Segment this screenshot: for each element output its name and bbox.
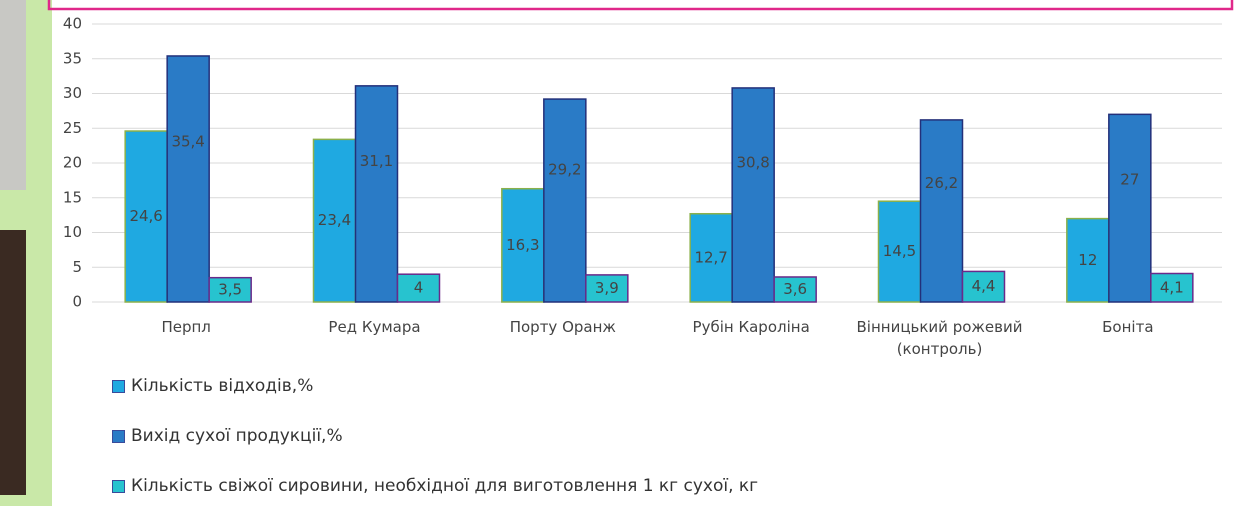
data-label: 3,6	[783, 280, 807, 298]
legend-label: Кількість свіжої сировини, необхідної дл…	[131, 476, 758, 496]
y-tick-label: 10	[63, 223, 82, 241]
page: 0 5 10 15 20 25 30 35 40 24,6 35,4 3,5 23,4 31,1 4 16,3…	[0, 0, 1240, 506]
y-tick-label: 5	[72, 258, 82, 276]
data-label: 27	[1120, 171, 1139, 189]
x-tick-label: Перпл	[96, 316, 276, 338]
y-tick-label: 40	[63, 15, 82, 33]
data-label: 4,4	[972, 277, 996, 295]
bar	[356, 86, 398, 302]
legend-swatch	[112, 480, 125, 493]
data-label: 30,8	[736, 153, 769, 171]
legend-label: Вихід сухої продукції,%	[131, 426, 343, 446]
data-label: 26,2	[925, 174, 958, 192]
data-label: 3,9	[595, 279, 619, 297]
data-label: 16,3	[506, 236, 539, 254]
y-tick-label: 25	[63, 119, 82, 137]
legend-swatch	[112, 430, 125, 443]
bar	[544, 99, 586, 302]
legend-swatch	[112, 380, 125, 393]
y-tick-label: 35	[63, 49, 82, 67]
photo	[0, 0, 26, 190]
data-label: 14,5	[883, 242, 916, 260]
x-tick-label: Рубін Кароліна	[661, 316, 841, 338]
photo	[0, 230, 26, 495]
data-label: 12	[1078, 251, 1097, 269]
bar	[732, 88, 774, 302]
x-tick-label: Порту Оранж	[473, 316, 653, 338]
data-label: 35,4	[171, 133, 204, 151]
data-label: 4	[414, 279, 424, 297]
frame	[49, 0, 1232, 9]
legend-label: Кількість відходів,%	[131, 376, 313, 396]
legend-item: Кількість свіжої сировини, необхідної дл…	[112, 476, 758, 496]
x-tick-label: Вінницький рожевий (контроль)	[850, 316, 1030, 360]
y-tick-label: 0	[72, 293, 82, 311]
data-label: 12,7	[694, 248, 727, 266]
legend-item: Вихід сухої продукції,%	[112, 426, 343, 446]
bar	[921, 120, 963, 302]
data-label: 3,5	[218, 280, 242, 298]
y-tick-label: 30	[63, 84, 82, 102]
y-tick-label: 20	[63, 154, 82, 172]
data-label: 29,2	[548, 161, 581, 179]
data-label: 23,4	[318, 211, 351, 229]
x-tick-label: Боніта	[1038, 316, 1218, 338]
y-tick-label: 15	[63, 188, 82, 206]
x-tick-label: Ред Кумара	[285, 316, 465, 338]
data-label: 4,1	[1160, 278, 1184, 296]
bar	[1109, 114, 1151, 302]
legend-item: Кількість відходів,%	[112, 376, 313, 396]
data-label: 31,1	[360, 152, 393, 170]
bar	[167, 56, 209, 302]
data-label: 24,6	[129, 207, 162, 225]
